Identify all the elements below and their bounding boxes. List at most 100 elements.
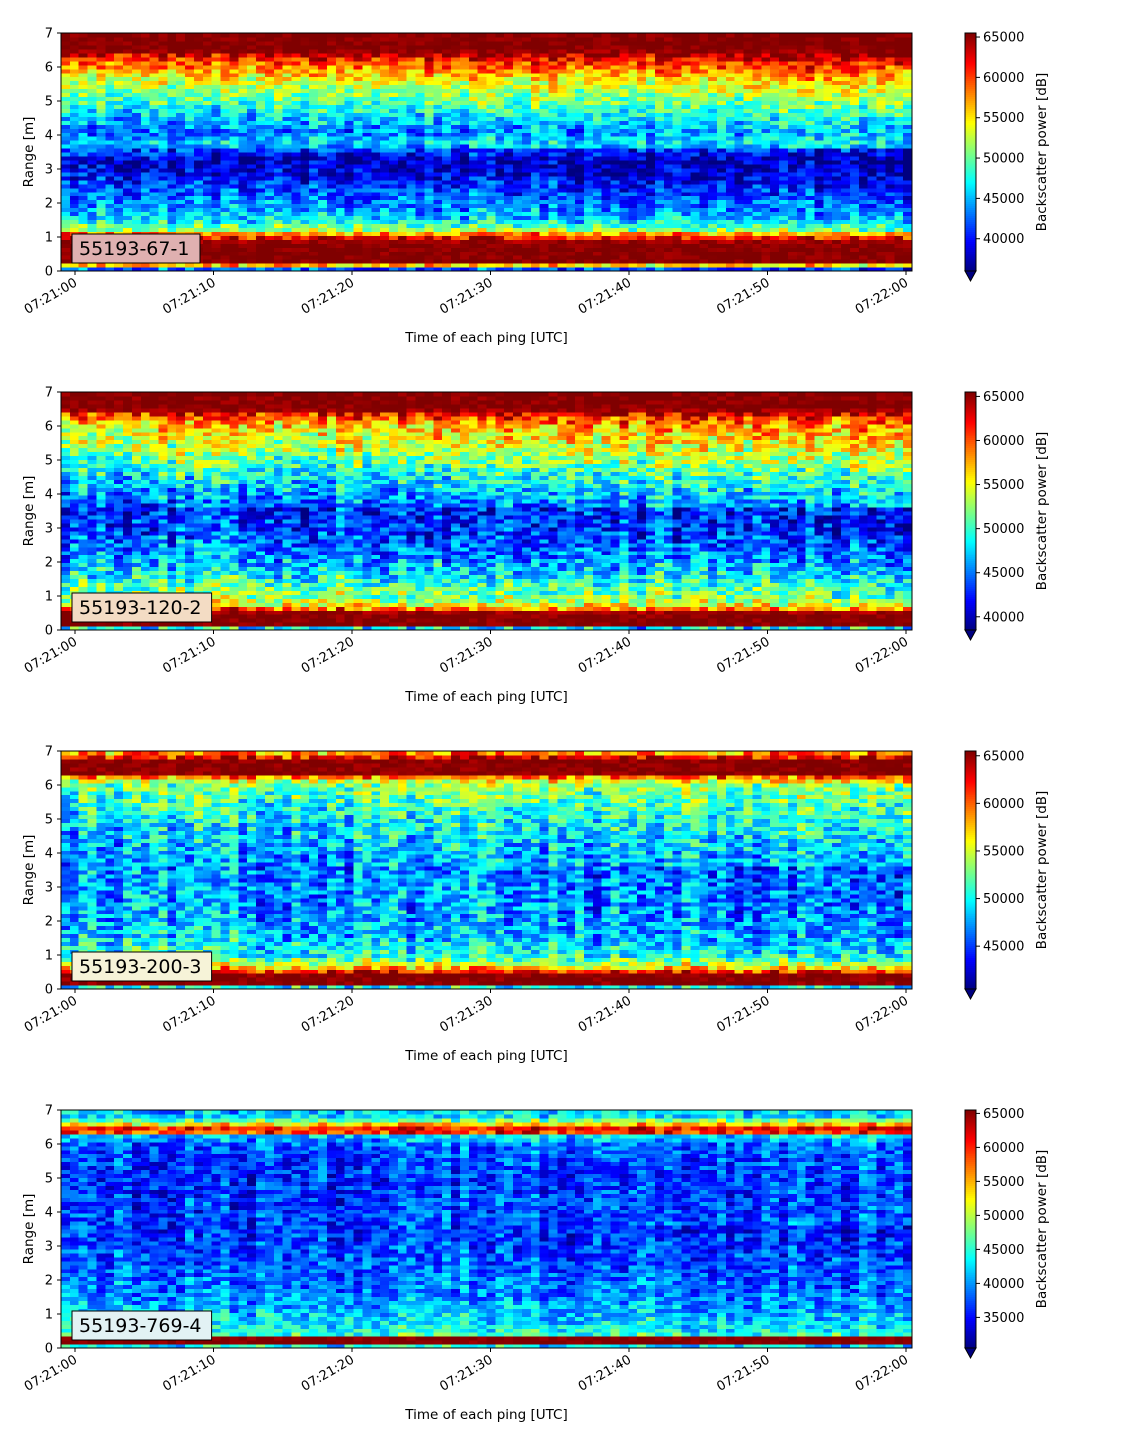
heatmap-cell: [291, 243, 301, 248]
heatmap-cell: [690, 195, 700, 201]
heatmap-cell: [761, 64, 771, 70]
heatmap-cell: [539, 159, 550, 165]
heatmap-cell: [424, 167, 434, 173]
heatmap-cell: [681, 56, 691, 62]
heatmap-cell: [495, 179, 505, 185]
heatmap-cell: [380, 33, 390, 38]
heatmap-cell: [486, 243, 496, 248]
heatmap-cell: [318, 80, 328, 86]
heatmap-cell: [123, 267, 133, 272]
heatmap-cell: [406, 195, 417, 201]
heatmap-cell: [619, 60, 629, 66]
heatmap-cell: [415, 195, 426, 201]
heatmap-cell: [220, 112, 231, 117]
heatmap-cell: [353, 104, 363, 109]
heatmap-cell: [752, 175, 762, 181]
heatmap-cell: [247, 251, 257, 256]
heatmap-cell: [637, 207, 647, 213]
heatmap-cell: [273, 44, 284, 50]
heatmap-cell: [273, 259, 284, 264]
heatmap-cell: [211, 219, 222, 224]
heatmap-cell: [61, 159, 71, 165]
heatmap-cell: [282, 44, 293, 50]
heatmap-cell: [708, 167, 718, 173]
heatmap-cell: [291, 44, 301, 50]
heatmap-cell: [388, 159, 399, 165]
heatmap-cell: [672, 108, 683, 113]
heatmap-cell: [353, 211, 363, 217]
heatmap-cell: [539, 80, 550, 86]
heatmap-cell: [362, 96, 372, 102]
heatmap-cell: [193, 112, 204, 117]
heatmap-cell: [708, 132, 718, 137]
heatmap-cell: [699, 72, 709, 78]
heatmap-cell: [406, 104, 417, 109]
heatmap-cell: [672, 247, 683, 252]
heatmap-cell: [185, 116, 195, 121]
heatmap-cell: [592, 267, 603, 272]
heatmap-cell: [167, 116, 177, 121]
heatmap-cell: [247, 48, 257, 54]
heatmap-cell: [211, 243, 222, 248]
heatmap-cell: [105, 263, 115, 268]
heatmap-cell: [575, 187, 585, 193]
heatmap-cell: [326, 88, 337, 94]
heatmap-cell: [149, 100, 160, 105]
heatmap-cell: [530, 48, 541, 54]
heatmap-cell: [140, 72, 151, 78]
heatmap-cell: [619, 159, 629, 165]
heatmap-cell: [619, 36, 629, 42]
heatmap-cell: [78, 191, 89, 197]
heatmap-cell: [530, 255, 541, 260]
heatmap-cell: [176, 148, 186, 153]
heatmap-cell: [353, 144, 363, 149]
heatmap-cell: [211, 227, 222, 232]
heatmap-cell: [123, 211, 133, 217]
heatmap-cell: [61, 267, 71, 272]
heatmap-cell: [415, 155, 426, 161]
heatmap-cell: [264, 96, 275, 102]
heatmap-cell: [770, 211, 780, 217]
heatmap-cell: [468, 120, 479, 125]
heatmap-cell: [220, 195, 231, 201]
heatmap-cell: [584, 255, 594, 260]
heatmap-cell: [628, 207, 638, 213]
heatmap-cell: [69, 116, 80, 121]
heatmap-cell: [264, 124, 275, 129]
heatmap-cell: [211, 175, 222, 181]
heatmap-cell: [202, 239, 213, 244]
heatmap-cell: [663, 144, 674, 149]
heatmap-cell: [415, 44, 426, 50]
heatmap-cell: [734, 128, 745, 133]
heatmap-cell: [619, 163, 629, 169]
heatmap-cell: [521, 44, 532, 50]
heatmap-cell: [247, 92, 257, 98]
heatmap-cell: [388, 219, 399, 224]
heatmap-cell: [140, 155, 151, 161]
heatmap-cell: [318, 148, 328, 153]
heatmap-cell: [477, 52, 488, 58]
heatmap-cell: [424, 116, 434, 121]
heatmap-cell: [96, 124, 106, 129]
heatmap-cell: [371, 223, 381, 228]
heatmap-cell: [424, 175, 434, 181]
heatmap-cell: [247, 243, 257, 248]
heatmap-cell: [610, 44, 621, 50]
heatmap-cell: [211, 112, 222, 117]
heatmap-cell: [282, 187, 293, 193]
heatmap-cell: [734, 211, 745, 217]
heatmap-cell: [176, 88, 186, 94]
heatmap-cell: [300, 219, 310, 224]
heatmap-cell: [69, 128, 80, 133]
heatmap-cell: [486, 108, 496, 113]
heatmap-cell: [256, 155, 266, 161]
heatmap-cell: [654, 52, 665, 58]
heatmap-cell: [787, 259, 798, 264]
heatmap-cell: [87, 108, 98, 113]
heatmap-cell: [725, 163, 736, 169]
heatmap-cell: [273, 235, 284, 240]
heatmap-cell: [743, 247, 754, 252]
heatmap-cell: [575, 88, 585, 94]
heatmap-cell: [78, 183, 89, 189]
heatmap-cell: [406, 152, 417, 157]
